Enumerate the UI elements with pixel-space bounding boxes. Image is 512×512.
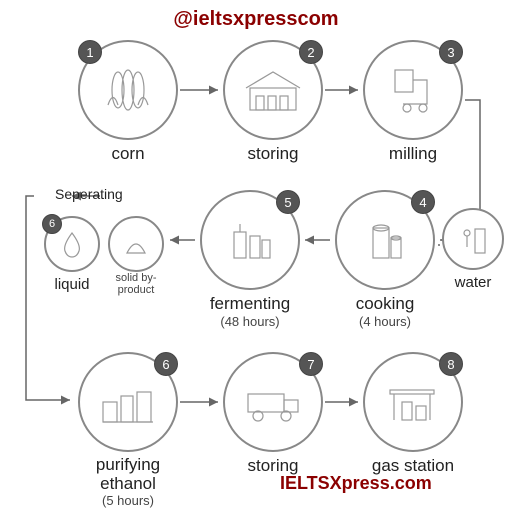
stage-label: fermenting	[200, 294, 300, 314]
stage-sublabel: (4 hours)	[335, 314, 435, 329]
stage-purifying: 6 purifying ethanol (5 hours)	[78, 352, 178, 508]
stage-liquid: 6 liquid	[44, 216, 100, 293]
stage-badge: 4	[411, 190, 435, 214]
stage-badge: 8	[439, 352, 463, 376]
stage-label: solid by- product	[108, 272, 164, 296]
cooking-icon	[355, 210, 415, 270]
stage-circle: 3	[363, 40, 463, 140]
stage-milling: 3 milling	[363, 40, 463, 164]
stage-label: storing	[223, 456, 323, 476]
stage-label: gas station	[363, 456, 463, 476]
header-handle: @ieltsxpresscom	[173, 8, 338, 31]
stage-label: water	[442, 274, 504, 291]
stage-circle: 7	[223, 352, 323, 452]
stage-byproduct: solid by- product	[108, 216, 164, 296]
stage-water: water	[442, 208, 504, 291]
stage-fermenting: 5 fermenting (48 hours)	[200, 190, 300, 329]
stage-badge: 6	[154, 352, 178, 376]
corn-icon	[98, 60, 158, 120]
stage-circle: 5	[200, 190, 300, 290]
separating-label: Seperating	[55, 186, 123, 202]
stage-corn: 1 corn	[78, 40, 178, 164]
stage-circle: 8	[363, 352, 463, 452]
stage-label: cooking	[335, 294, 435, 314]
stage-gas-station: 8 gas station	[363, 352, 463, 476]
stage-circle: 2	[223, 40, 323, 140]
stage-label: purifying ethanol	[78, 456, 178, 493]
stage-label: corn	[78, 144, 178, 164]
footer-brand: IELTSXpress.com	[280, 473, 432, 494]
stage-sublabel: (5 hours)	[78, 493, 178, 508]
stage-badge: 1	[78, 40, 102, 64]
water-icon	[453, 219, 493, 259]
stage-sublabel: (48 hours)	[200, 314, 300, 329]
mill-icon	[383, 60, 443, 120]
stage-badge: 3	[439, 40, 463, 64]
stage-badge: 5	[276, 190, 300, 214]
stage-circle: 4	[335, 190, 435, 290]
powder-icon	[121, 229, 151, 259]
stage-circle	[442, 208, 504, 270]
stage-badge: 7	[299, 352, 323, 376]
warehouse-icon	[238, 60, 308, 120]
truck-icon	[238, 372, 308, 432]
stage-cooking: 4 cooking (4 hours)	[335, 190, 435, 329]
stage-storing-2: 7 storing	[223, 352, 323, 476]
stage-badge: 2	[299, 40, 323, 64]
stage-label: liquid	[44, 276, 100, 293]
stage-circle: 6	[78, 352, 178, 452]
refinery-icon	[93, 372, 163, 432]
gas-station-icon	[378, 372, 448, 432]
stage-circle: 1	[78, 40, 178, 140]
stage-label: storing	[223, 144, 323, 164]
stage-circle	[108, 216, 164, 272]
stage-storing-1: 2 storing	[223, 40, 323, 164]
droplet-icon	[57, 229, 87, 259]
fermenting-icon	[220, 210, 280, 270]
stage-badge: 6	[42, 214, 62, 234]
stage-circle: 6	[44, 216, 100, 272]
stage-label: milling	[363, 144, 463, 164]
